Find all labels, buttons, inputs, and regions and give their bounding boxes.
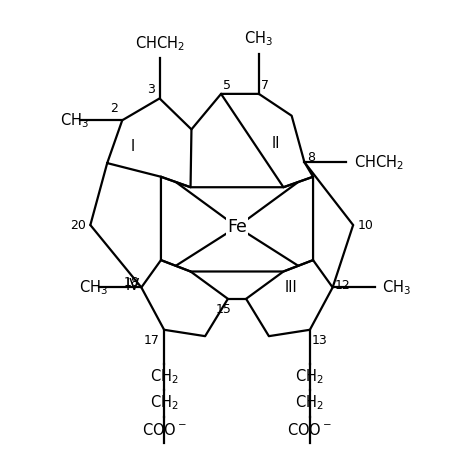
Text: CH$_2$: CH$_2$ bbox=[150, 367, 179, 386]
Text: 7: 7 bbox=[261, 78, 269, 92]
Text: CH$_2$: CH$_2$ bbox=[295, 367, 324, 386]
Text: 17: 17 bbox=[144, 334, 160, 347]
Text: CH$_3$: CH$_3$ bbox=[245, 30, 273, 48]
Text: CHCH$_2$: CHCH$_2$ bbox=[354, 153, 403, 171]
Text: II: II bbox=[272, 136, 280, 152]
Text: I: I bbox=[131, 139, 135, 154]
Text: III: III bbox=[284, 280, 297, 295]
Text: 2: 2 bbox=[110, 102, 118, 115]
Text: CHCH$_2$: CHCH$_2$ bbox=[135, 34, 184, 53]
Text: 12: 12 bbox=[335, 278, 351, 292]
Text: 3: 3 bbox=[147, 83, 155, 96]
Text: IV: IV bbox=[126, 278, 140, 293]
Text: CH$_3$: CH$_3$ bbox=[382, 278, 411, 297]
Text: CH$_3$: CH$_3$ bbox=[60, 111, 89, 130]
Text: 13: 13 bbox=[312, 334, 328, 347]
Text: CH$_2$: CH$_2$ bbox=[150, 394, 179, 413]
Text: 15: 15 bbox=[215, 303, 231, 316]
Text: CH$_2$: CH$_2$ bbox=[295, 394, 324, 413]
Text: COO$^-$: COO$^-$ bbox=[142, 422, 187, 438]
Text: CH$_3$: CH$_3$ bbox=[79, 278, 108, 297]
Text: 10: 10 bbox=[358, 219, 374, 231]
Text: Fe: Fe bbox=[227, 218, 247, 236]
Text: COO$^-$: COO$^-$ bbox=[287, 422, 332, 438]
Text: 20: 20 bbox=[70, 219, 86, 231]
Text: 5: 5 bbox=[223, 78, 231, 92]
Text: 18: 18 bbox=[123, 277, 139, 290]
Text: 8: 8 bbox=[307, 151, 315, 164]
